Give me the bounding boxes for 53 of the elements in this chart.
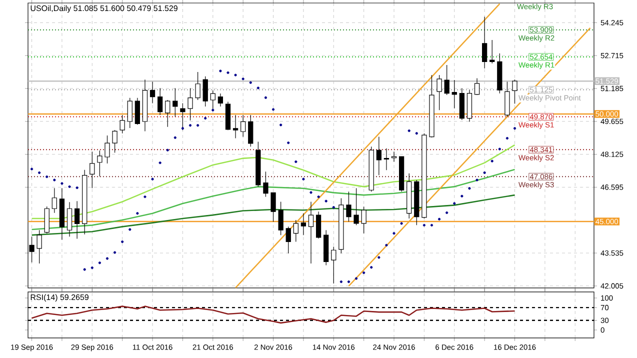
candlestick (120, 114, 125, 134)
candlestick (36, 230, 42, 264)
candlestick (263, 171, 268, 198)
candlestick (97, 150, 102, 177)
candlestick (300, 213, 306, 236)
candlestick (436, 74, 442, 110)
candlestick (44, 206, 50, 234)
candlestick (384, 148, 390, 170)
line-series (31, 144, 516, 220)
candlestick (504, 81, 510, 118)
chart-title: USOil,Daily 51.085 51.600 50.479 51.529 (30, 5, 178, 13)
candlestick (354, 188, 359, 226)
candlestick (165, 100, 170, 128)
candlestick (361, 206, 366, 234)
candlestick (248, 114, 254, 147)
candlestick (90, 151, 95, 188)
candlestick (66, 202, 72, 237)
candlestick (512, 79, 518, 104)
candlestick (474, 78, 480, 96)
candlestick (376, 136, 382, 176)
candlestick (346, 191, 352, 222)
line-series (31, 168, 516, 230)
candlestick (104, 135, 110, 164)
candlestick (490, 40, 495, 64)
candlestick (195, 72, 200, 100)
candlestick (308, 201, 314, 264)
candlestick (240, 114, 246, 138)
candlestick (188, 88, 193, 121)
chart-title: RSI(14) 59.2659 (30, 294, 89, 302)
candlestick (172, 88, 178, 118)
candlestick (202, 76, 208, 107)
candlestick (112, 130, 118, 153)
candlestick (74, 200, 80, 240)
candlestick (150, 81, 156, 104)
candlestick (316, 211, 322, 239)
candlestick (52, 188, 57, 214)
candlestick (452, 80, 457, 109)
candlestick (218, 93, 224, 107)
candlestick (444, 64, 450, 96)
candlestick (158, 88, 163, 116)
candlestick (210, 90, 216, 110)
candlestick (134, 98, 140, 126)
candlestick (391, 151, 397, 162)
candlestick (270, 192, 276, 222)
candlestick (278, 201, 284, 236)
candlestick (482, 16, 488, 69)
candlestick (127, 98, 132, 128)
candlestick (232, 114, 238, 139)
candlestick (180, 102, 186, 130)
candlestick (293, 220, 298, 242)
candlestick (286, 226, 291, 254)
candlestick (331, 246, 336, 284)
line-series (31, 306, 516, 324)
